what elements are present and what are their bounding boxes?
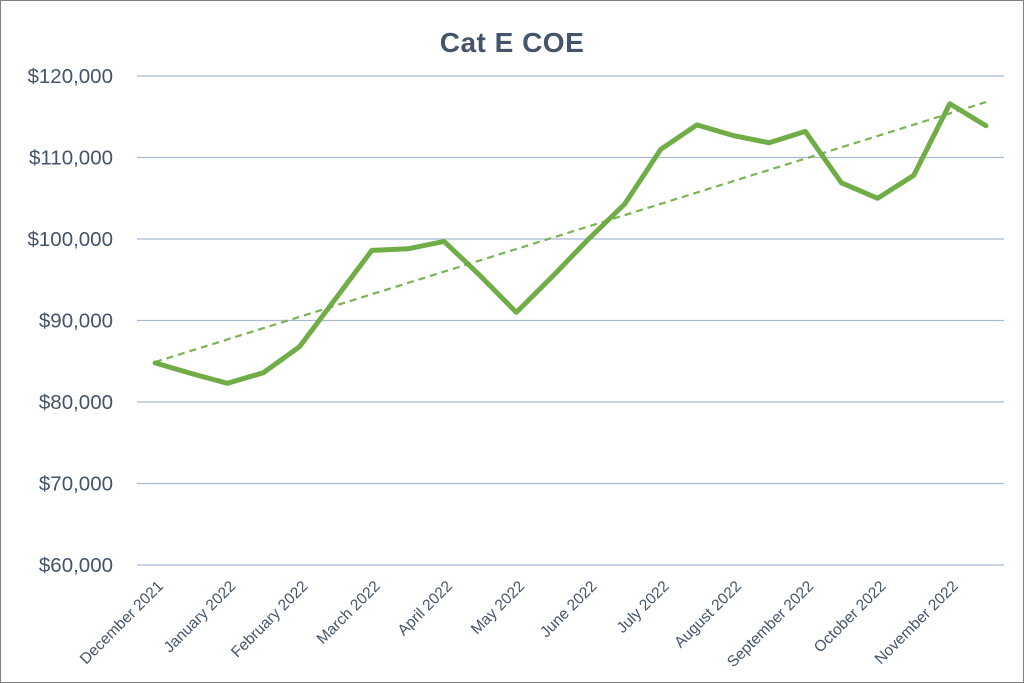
trendline-dashed [154,101,987,364]
y-axis-tick-label: $110,000 [29,147,113,170]
x-axis-tick-label: July 2022 [614,578,673,637]
x-axis-tick-label: October 2022 [811,578,889,656]
x-axis-tick-label: August 2022 [671,578,745,652]
x-axis-tick-label: December 2021 [77,578,167,668]
y-axis-tick-label: $70,000 [39,473,113,496]
chart-title: Cat E COE [439,27,585,58]
x-axis-tick-label: February 2022 [228,578,311,661]
series-line-cat-e-coe [152,101,989,386]
x-axis-tick-label: April 2022 [395,578,456,639]
x-axis-tick-label: June 2022 [537,578,600,641]
y-axis-tick-label: $90,000 [39,310,113,333]
y-axis-tick-label: $100,000 [27,228,113,251]
x-axis-tick-label: March 2022 [314,578,384,648]
y-axis-tick-label: $120,000 [27,65,113,88]
x-axis-tick-label: May 2022 [468,578,528,638]
y-axis-tick-label: $80,000 [39,391,113,414]
x-axis-tick-label: January 2022 [161,578,239,656]
y-axis-tick-label: $60,000 [39,554,113,577]
